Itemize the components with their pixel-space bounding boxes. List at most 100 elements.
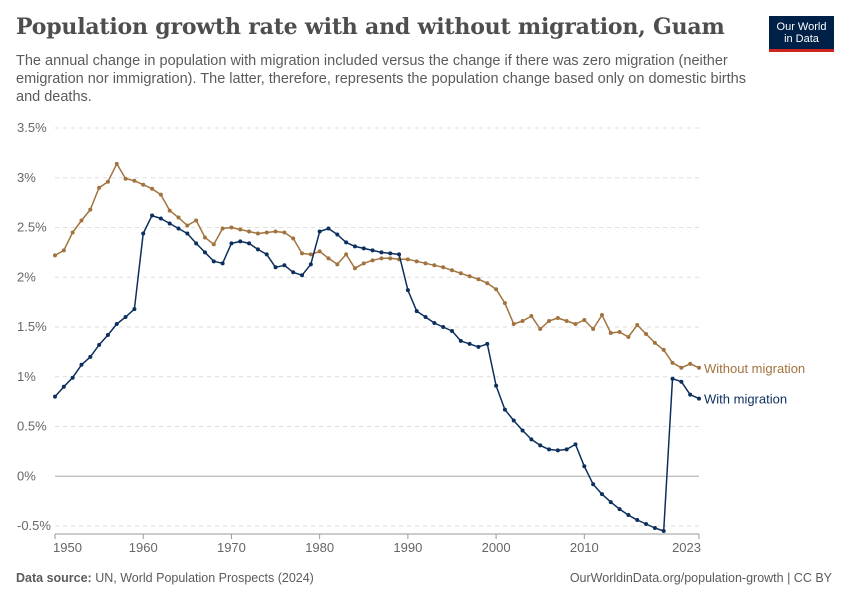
data-point	[644, 522, 649, 527]
x-tick-label: 1980	[305, 540, 334, 555]
data-point	[300, 251, 305, 256]
data-point	[423, 261, 428, 266]
y-tick-label: 0%	[17, 468, 36, 483]
data-point	[97, 185, 102, 190]
series-label: With migration	[704, 392, 787, 407]
data-source-text: UN, World Population Prospects (2024)	[95, 571, 314, 585]
data-point	[511, 418, 516, 423]
data-point	[220, 261, 225, 266]
data-point	[697, 365, 701, 370]
data-point	[617, 329, 622, 334]
data-point	[158, 216, 163, 221]
data-point	[141, 231, 146, 236]
data-point	[255, 231, 260, 236]
y-tick-label: 2%	[17, 269, 36, 284]
data-point	[317, 229, 322, 234]
data-point	[264, 230, 269, 235]
data-point	[88, 207, 93, 212]
data-point	[467, 274, 472, 279]
data-point	[564, 319, 569, 324]
data-point	[211, 259, 216, 264]
data-point	[476, 277, 481, 282]
data-point	[599, 492, 604, 497]
data-point	[458, 338, 463, 343]
data-point	[397, 252, 402, 257]
data-point	[388, 256, 393, 261]
data-point	[282, 230, 287, 235]
data-point	[132, 307, 137, 312]
data-point	[335, 262, 340, 267]
x-tick-label: 1970	[217, 540, 246, 555]
data-point	[405, 257, 410, 262]
x-tick-label: 2010	[570, 540, 599, 555]
owid-logo[interactable]: Our World in Data	[769, 16, 834, 52]
y-tick-label: 2.5%	[17, 220, 47, 235]
data-point	[502, 301, 507, 306]
data-point	[573, 322, 578, 327]
data-point	[361, 246, 366, 251]
data-point	[194, 218, 199, 223]
data-point	[441, 325, 446, 329]
data-point	[70, 230, 75, 235]
x-tick-label: 1960	[129, 540, 158, 555]
data-point	[688, 392, 693, 397]
data-point	[494, 383, 499, 388]
x-axis: 1950 1960 1970 1980 1990 2000 2010 2023	[53, 533, 701, 555]
data-point	[370, 258, 375, 263]
data-point	[582, 318, 587, 323]
data-point	[61, 384, 66, 389]
series-lines	[53, 161, 701, 533]
data-point	[53, 253, 57, 258]
data-point	[300, 273, 305, 278]
data-point	[485, 341, 490, 346]
x-tick-label: 1950	[53, 540, 82, 555]
data-point	[388, 251, 393, 256]
data-point	[644, 331, 649, 336]
data-point	[132, 178, 137, 183]
data-point	[538, 443, 543, 448]
data-point	[652, 340, 657, 345]
data-point	[697, 396, 701, 401]
data-point	[573, 442, 578, 447]
y-tick-label: -0.5%	[17, 518, 51, 533]
data-point	[626, 334, 631, 339]
data-point	[291, 270, 296, 275]
source-url[interactable]: OurWorldinData.org/population-growth | C…	[569, 571, 832, 585]
data-point	[167, 221, 172, 226]
x-tick-label: 2023	[672, 540, 701, 555]
data-point	[494, 287, 499, 292]
data-point	[564, 447, 569, 452]
data-point	[432, 263, 437, 268]
data-point	[194, 241, 199, 246]
data-point	[291, 236, 296, 241]
data-point	[361, 261, 366, 266]
x-tick-label: 2000	[482, 540, 511, 555]
data-point	[308, 262, 313, 267]
data-point	[591, 482, 596, 487]
data-point	[88, 354, 93, 359]
data-point	[379, 250, 384, 255]
data-point	[547, 319, 552, 324]
data-point	[520, 428, 525, 433]
data-point	[141, 182, 146, 187]
data-point	[273, 229, 278, 234]
data-point	[255, 247, 260, 252]
data-point	[123, 176, 128, 181]
data-point	[449, 268, 454, 273]
data-point	[661, 347, 666, 352]
data-point	[449, 328, 454, 333]
data-point	[582, 464, 587, 469]
data-point	[202, 250, 207, 255]
data-point	[352, 266, 357, 271]
data-point	[344, 252, 349, 257]
data-point	[414, 309, 419, 314]
data-point	[591, 326, 596, 331]
data-point	[599, 313, 604, 318]
chart-subtitle: The annual change in population with mig…	[16, 53, 746, 105]
series-line-without-migration	[54, 163, 700, 369]
y-tick-label: 0.5%	[17, 419, 47, 434]
y-axis-ticks: -0.5% 0% 0.5% 1% 1.5% 2% 2.5% 3% 3.5%	[17, 120, 51, 533]
data-point	[485, 281, 490, 286]
data-point	[326, 226, 331, 231]
